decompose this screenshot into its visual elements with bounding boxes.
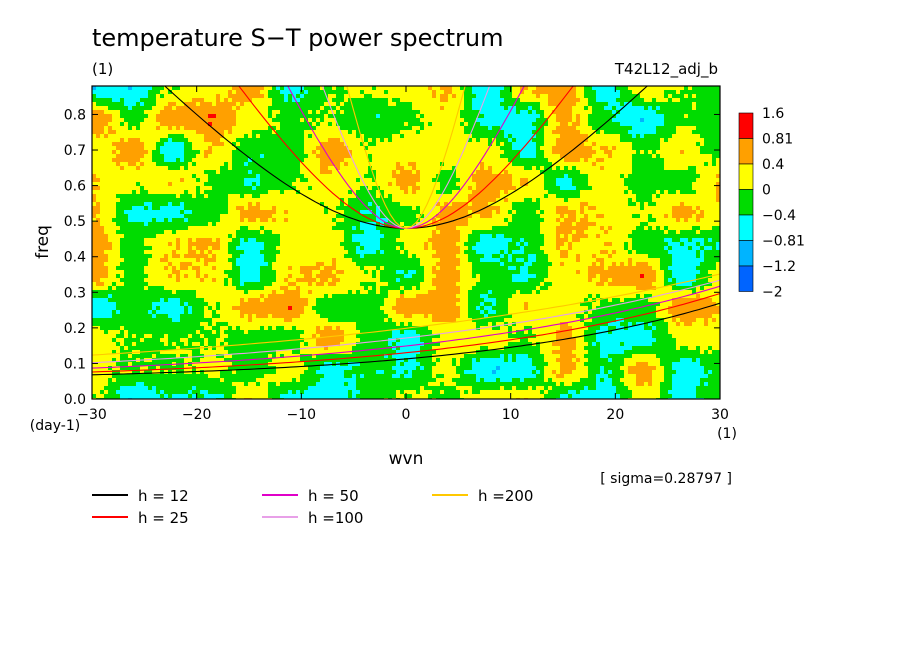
colorbar-swatch <box>738 189 754 216</box>
dispersion-curves <box>92 86 720 376</box>
colorbar: 1.6 0.81 0.4 0 −0.4 −0.81 −1.2 −2 <box>738 106 805 301</box>
y-tick-label: 0.6 <box>64 179 86 195</box>
y-axis-unit: (day-1) <box>30 418 80 434</box>
y-tick-label: 0.2 <box>64 321 86 337</box>
colorbar-label: −0.4 <box>762 208 796 224</box>
x-tick-label: −30 <box>77 407 107 423</box>
legend-label-h200: h =200 <box>478 487 533 505</box>
axis-ticks: −30 −20 −10 0 10 20 30 0.0 0.1 0.2 0.3 0.4 0.5 0.6 0.7… <box>64 86 729 423</box>
colorbar-label: −0.81 <box>762 234 805 250</box>
dispersion-curve-h100-lower <box>92 279 720 364</box>
sigma-annotation: [ sigma=0.28797 ] <box>600 471 732 487</box>
subtitle-right: T42L12_adj_b <box>614 60 718 79</box>
colorbar-label: −2 <box>762 285 783 301</box>
colorbar-swatch <box>738 265 754 292</box>
colorbar-label: 0.81 <box>762 132 793 148</box>
legend-label-h12: h = 12 <box>138 487 189 505</box>
y-tick-label: 0.4 <box>64 250 86 266</box>
y-axis-label: freq <box>33 225 53 259</box>
power-field <box>92 86 720 399</box>
colorbar-swatch <box>738 240 754 267</box>
y-tick-label: 0.7 <box>64 143 86 159</box>
y-tick-label: 0.0 <box>64 392 86 408</box>
colorbar-swatch <box>738 138 754 165</box>
dispersion-curve-h25-lower <box>92 292 720 373</box>
x-tick-label: 30 <box>711 407 729 423</box>
colorbar-swatch <box>738 112 754 139</box>
colorbar-label: 0 <box>762 183 771 199</box>
y-tick-label: 0.1 <box>64 356 86 372</box>
dispersion-curve-h12-lower <box>92 302 720 376</box>
colorbar-swatch <box>738 163 754 190</box>
dispersion-curve-h200-upper <box>346 86 466 229</box>
x-tick-label: −10 <box>287 407 317 423</box>
subtitle-left: (1) <box>92 60 113 78</box>
dispersion-curve-h50-lower <box>92 285 720 369</box>
x-tick-label: −20 <box>182 407 212 423</box>
x-axis-label: wvn <box>389 449 424 469</box>
y-tick-label: 0.3 <box>64 285 86 301</box>
legend-label-h50: h = 50 <box>308 487 359 505</box>
colorbar-label: −1.2 <box>762 259 796 275</box>
y-tick-label: 0.5 <box>64 214 86 230</box>
chart-title: temperature S−T power spectrum <box>92 24 504 52</box>
legend-label-h25: h = 25 <box>138 509 189 527</box>
legend-label-h100: h =100 <box>308 509 363 527</box>
x-tick-label: 10 <box>502 407 520 423</box>
legend: h = 12 h = 25 h = 50 h =100 h =200 <box>92 487 533 527</box>
y-tick-label: 0.8 <box>64 107 86 123</box>
colorbar-label: 0.4 <box>762 157 784 173</box>
x-axis-unit: (1) <box>717 426 737 442</box>
x-tick-label: 20 <box>606 407 624 423</box>
x-tick-label: 0 <box>402 407 411 423</box>
colorbar-label: 1.6 <box>762 106 784 122</box>
colorbar-swatch <box>738 214 754 241</box>
dispersion-curve-h200-lower <box>92 273 720 356</box>
